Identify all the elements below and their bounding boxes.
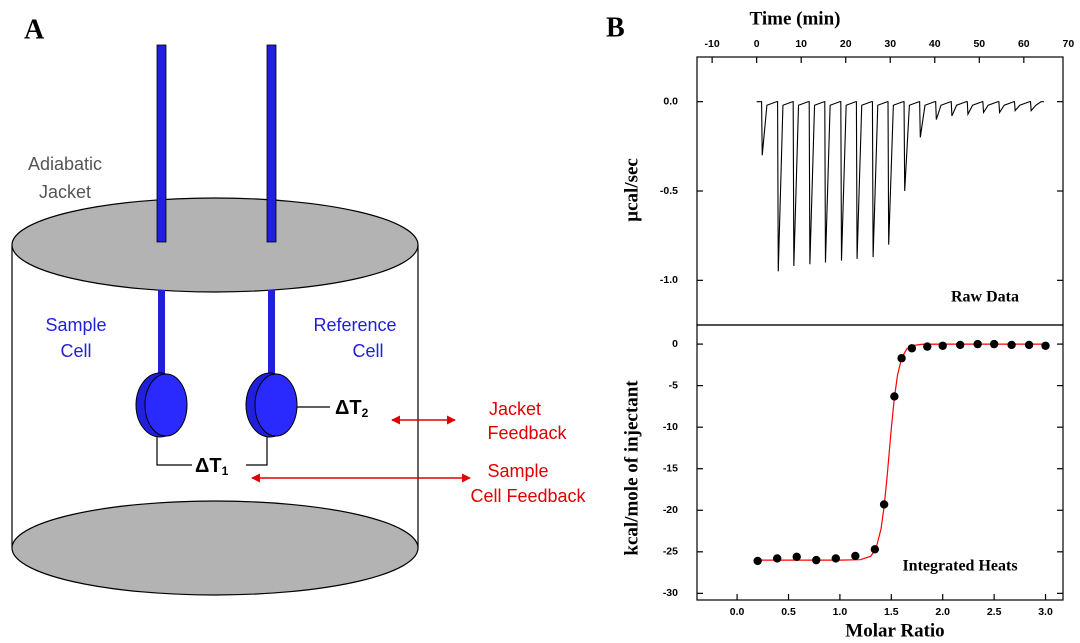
panel-a: A Adiabatic Jacket Sample Cell Reference… bbox=[11, 14, 587, 596]
plot-frame bbox=[696, 324, 1064, 601]
data-point bbox=[1041, 341, 1050, 350]
raw-trace bbox=[756, 101, 1044, 272]
data-point bbox=[879, 500, 889, 509]
rod bbox=[268, 290, 275, 380]
cylinder-bottom bbox=[11, 500, 419, 596]
x-axis-title: Molar Ratio bbox=[845, 620, 944, 641]
delta-t-label: ΔT1 bbox=[195, 455, 229, 478]
data-point bbox=[923, 342, 932, 351]
data-point bbox=[955, 340, 965, 350]
feedback-label: Sample bbox=[487, 461, 548, 481]
cell-label: Reference bbox=[313, 315, 396, 335]
cell-bulb bbox=[254, 373, 298, 437]
data-point bbox=[938, 341, 947, 350]
x-tick-label: 0.5 bbox=[781, 606, 796, 618]
delta-t-symbol: ΔT bbox=[195, 455, 222, 477]
y-axis-title: kcal/mole of injectant bbox=[621, 380, 642, 556]
cylinder-top bbox=[11, 197, 419, 293]
rod bbox=[158, 290, 165, 380]
y-tick-label: -1.0 bbox=[660, 274, 678, 286]
x-tick-label: 1.5 bbox=[884, 606, 899, 618]
y-axis-title: µcal/sec bbox=[621, 158, 642, 222]
connector bbox=[156, 430, 192, 466]
data-point bbox=[870, 545, 880, 554]
data-point bbox=[812, 555, 821, 565]
x-tick-label: 2.5 bbox=[987, 606, 1002, 618]
data-point bbox=[831, 554, 840, 563]
feedback-label: Feedback bbox=[487, 423, 567, 443]
x-tick-label: 0.0 bbox=[730, 606, 745, 618]
fit-line bbox=[757, 343, 1046, 561]
rod bbox=[156, 44, 167, 243]
data-point bbox=[1007, 340, 1016, 350]
x-axis-title: Time (min) bbox=[750, 8, 841, 29]
x-tick-label: 0 bbox=[754, 38, 760, 50]
x-tick-label: 50 bbox=[973, 38, 985, 50]
cell-bulb bbox=[144, 373, 188, 437]
y-tick-label: 0 bbox=[672, 338, 678, 350]
data-point bbox=[753, 556, 762, 566]
x-tick-label: -10 bbox=[705, 38, 720, 50]
delta-t-subscript: 2 bbox=[362, 406, 369, 420]
x-tick-label: 40 bbox=[929, 38, 941, 50]
y-tick-label: -25 bbox=[663, 546, 678, 558]
panel-label: A bbox=[24, 14, 45, 45]
y-tick-label: -30 bbox=[663, 587, 678, 599]
delta-t-subscript: 1 bbox=[222, 464, 229, 478]
y-tick-label: -5 bbox=[669, 379, 678, 391]
data-point bbox=[897, 354, 906, 363]
cell-label: Sample bbox=[45, 315, 106, 335]
x-tick-label: 2.0 bbox=[935, 606, 950, 618]
rod bbox=[266, 44, 277, 243]
x-tick-label: 30 bbox=[884, 38, 896, 50]
feedback-label: Jacket bbox=[489, 399, 541, 419]
data-point bbox=[772, 554, 782, 563]
x-tick-label: 70 bbox=[1062, 38, 1074, 50]
jacket-label: Adiabatic bbox=[28, 154, 102, 174]
cell-label: Cell bbox=[352, 341, 383, 361]
y-tick-label: -15 bbox=[663, 463, 678, 475]
plot-frame bbox=[696, 56, 1064, 326]
data-point bbox=[1024, 340, 1034, 350]
data-point bbox=[890, 392, 899, 401]
connector bbox=[246, 430, 268, 466]
x-tick-label: 10 bbox=[795, 38, 807, 50]
data-point bbox=[792, 552, 801, 561]
delta-t-label: ΔT2 bbox=[335, 397, 369, 420]
data-point bbox=[973, 339, 982, 349]
feedback-label: Cell Feedback bbox=[470, 486, 586, 506]
y-tick-label: -0.5 bbox=[660, 185, 678, 197]
delta-t-symbol: ΔT bbox=[335, 397, 362, 419]
x-tick-label: 20 bbox=[840, 38, 852, 50]
cell-label: Cell bbox=[60, 341, 91, 361]
x-tick-label: 3.0 bbox=[1038, 606, 1053, 618]
x-tick-label: 60 bbox=[1018, 38, 1030, 50]
annotation: Integrated Heats bbox=[902, 558, 1017, 575]
annotation: Raw Data bbox=[951, 289, 1019, 306]
x-tick-label: 1.0 bbox=[833, 606, 848, 618]
y-tick-label: -20 bbox=[663, 504, 678, 516]
data-point bbox=[907, 344, 917, 353]
y-tick-label: 0.0 bbox=[663, 95, 678, 107]
jacket-label: Jacket bbox=[39, 182, 91, 202]
y-tick-label: -10 bbox=[663, 421, 678, 433]
data-point bbox=[989, 339, 999, 349]
data-point bbox=[851, 551, 860, 561]
panel-label: B bbox=[606, 12, 625, 43]
